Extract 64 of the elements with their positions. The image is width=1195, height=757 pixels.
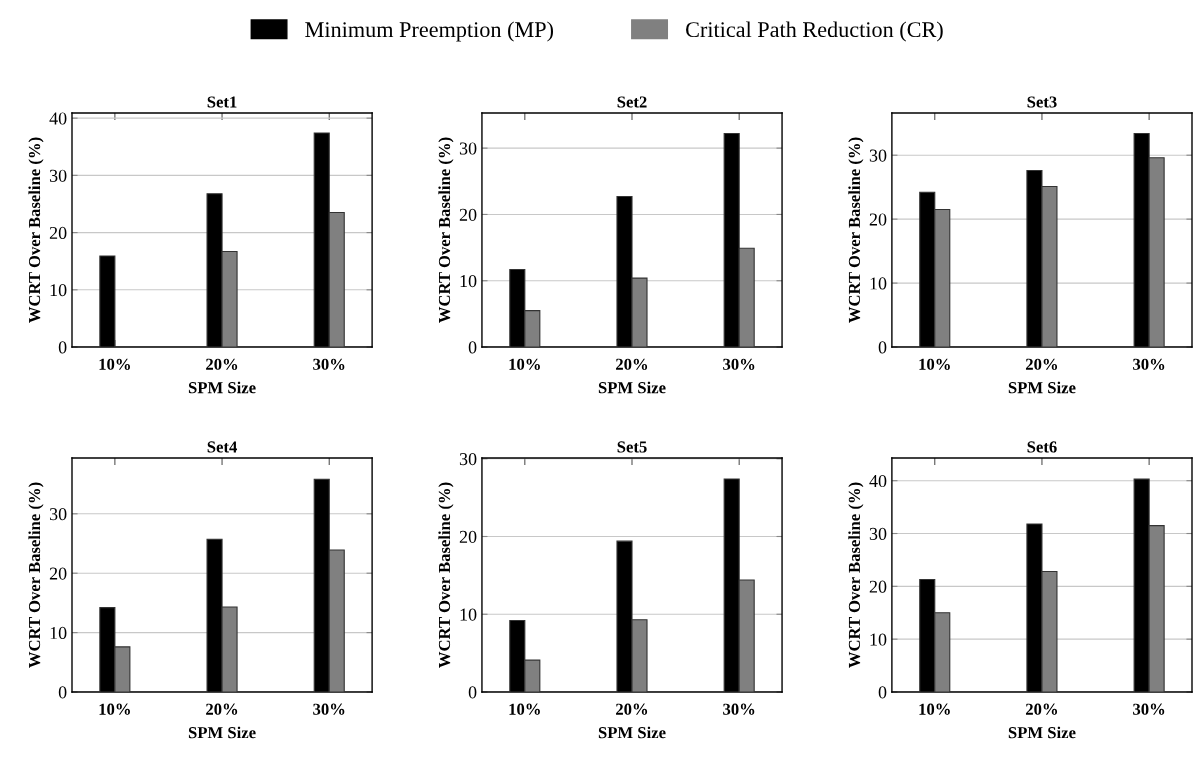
- x-tick-label: 10%: [509, 703, 540, 715]
- x-tick-label: 30%: [723, 358, 755, 370]
- y-tick-label: 0: [468, 686, 477, 699]
- y-tick-label: 10: [460, 274, 477, 288]
- y-tick-label: 20: [459, 208, 477, 221]
- chart-title: Set3: [1027, 96, 1057, 108]
- y-tick-label: 30: [869, 527, 887, 540]
- y-tick-label: 20: [869, 213, 887, 226]
- y-axis-title: WCRT Over Baseline (%): [438, 482, 454, 668]
- x-tick-label: 10%: [919, 703, 950, 715]
- y-axis-title: WCRT Over Baseline (%): [848, 482, 864, 668]
- x-tick-label: 10%: [919, 358, 950, 370]
- x-tick-label: 30%: [1133, 358, 1165, 370]
- y-tick-label: 20: [49, 226, 67, 240]
- x-tick-label: 10%: [99, 703, 130, 715]
- y-tick-label: 0: [878, 341, 887, 354]
- chart-title: Set4: [207, 441, 238, 453]
- x-tick-label: 20%: [616, 358, 648, 370]
- x-tick-label: 20%: [206, 358, 238, 370]
- y-tick-label: 40: [49, 112, 67, 125]
- chart-title: Set5: [617, 441, 647, 453]
- x-tick-label: 10%: [509, 358, 540, 370]
- x-axis-title: SPM Size: [188, 726, 256, 739]
- y-axis-title: WCRT Over Baseline (%): [28, 137, 44, 323]
- x-tick-label: 20%: [616, 703, 648, 715]
- y-tick-label: 0: [878, 686, 887, 699]
- x-tick-label: 20%: [206, 703, 238, 715]
- x-axis-title: SPM Size: [188, 381, 256, 394]
- x-axis-title: SPM Size: [1008, 381, 1076, 394]
- y-tick-label: 20: [459, 530, 477, 543]
- y-tick-label: 10: [50, 284, 67, 297]
- x-tick-label: 20%: [1025, 358, 1058, 370]
- x-tick-label: 30%: [723, 703, 755, 715]
- x-axis-title: SPM Size: [598, 726, 666, 739]
- x-tick-label: 30%: [313, 703, 345, 715]
- x-tick-label: 10%: [99, 358, 130, 370]
- y-axis-title: WCRT Over Baseline (%): [848, 137, 864, 323]
- y-axis-title: WCRT Over Baseline (%): [438, 137, 454, 323]
- y-tick-label: 20: [869, 580, 887, 593]
- x-tick-label: 30%: [313, 358, 345, 370]
- y-tick-label: 30: [49, 508, 67, 521]
- y-tick-label: 0: [468, 341, 477, 354]
- chart-title: Set6: [1027, 441, 1057, 453]
- y-tick-label: 30: [459, 453, 477, 466]
- y-axis-title: WCRT Over Baseline (%): [28, 482, 44, 668]
- legend-label: Critical Path Reduction (CR): [686, 21, 943, 42]
- y-tick-label: 30: [869, 149, 887, 162]
- y-tick-label: 30: [49, 169, 67, 182]
- x-axis-title: SPM Size: [598, 381, 666, 394]
- x-tick-label: 30%: [1133, 703, 1165, 715]
- y-tick-label: 30: [459, 142, 477, 155]
- chart-title: Set2: [617, 96, 647, 108]
- y-tick-label: 20: [49, 567, 67, 580]
- x-axis-title: SPM Size: [1008, 726, 1076, 739]
- y-tick-label: 0: [58, 686, 67, 699]
- x-tick-label: 20%: [1025, 703, 1058, 715]
- chart-title: Set1: [207, 96, 237, 108]
- legend-label: Minimum Preemption (MP): [305, 21, 554, 42]
- y-tick-label: 10: [50, 626, 67, 640]
- y-tick-label: 10: [870, 633, 887, 646]
- y-tick-label: 40: [869, 474, 887, 488]
- y-tick-label: 10: [460, 608, 477, 621]
- y-tick-label: 10: [870, 277, 887, 290]
- y-tick-label: 0: [58, 341, 67, 354]
